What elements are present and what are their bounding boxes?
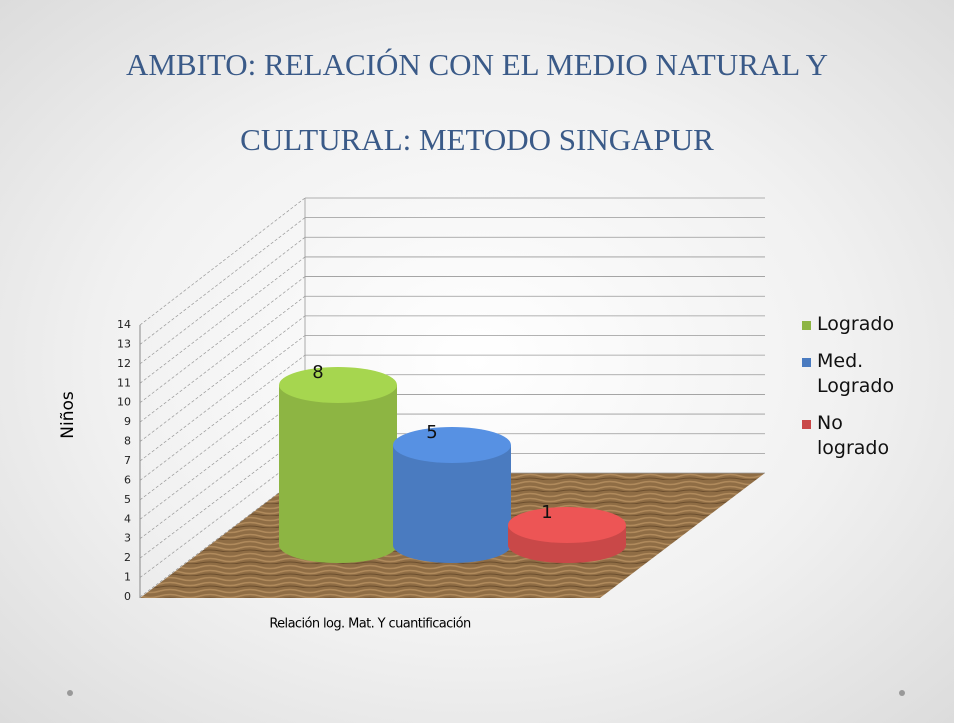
y-tick-label: 14	[117, 318, 131, 331]
legend-label: Logrado	[817, 313, 895, 335]
y-axis-label: Niños	[58, 391, 78, 439]
y-tick-label: 5	[124, 493, 131, 506]
grid-line	[139, 315, 306, 442]
y-tick-label: 1	[124, 571, 131, 584]
y-tick-label: 6	[124, 473, 131, 486]
grid-line	[139, 472, 306, 598]
chart-title: CULTURAL: METODO SINGAPUR	[240, 122, 714, 157]
grid-line	[139, 354, 306, 481]
y-tick-label: 4	[124, 512, 131, 525]
legend-entry: Logrado	[800, 312, 920, 337]
grid-line	[139, 413, 306, 539]
y-tick-label: 7	[124, 454, 131, 467]
cylinder-top	[393, 427, 511, 463]
legend-swatch	[802, 358, 811, 367]
cylinder-shade	[393, 445, 511, 563]
cylinder-shade	[279, 385, 397, 563]
chart-title: AMBITO: RELACIÓN CON EL MEDIO NATURAL Y	[126, 47, 828, 82]
y-tick-label: 2	[124, 551, 131, 564]
legend: Logrado Med. Logrado No logrado	[800, 312, 920, 473]
legend-label: Med. Logrado	[817, 350, 895, 397]
legend-swatch	[802, 321, 811, 330]
cylinder-top	[508, 507, 626, 543]
data-label: 5	[426, 422, 437, 443]
legend-entry: No logrado	[800, 411, 920, 461]
x-tick-label: Relación log. Mat. Y cuantificación	[269, 617, 471, 632]
grid-line	[139, 256, 306, 384]
y-tick-label: 12	[117, 357, 131, 370]
legend-swatch	[802, 420, 811, 429]
dot	[899, 690, 905, 696]
cylinder-top	[279, 367, 397, 403]
data-label: 8	[312, 362, 323, 383]
y-tick-label: 9	[124, 415, 131, 428]
legend-label: No logrado	[817, 412, 890, 459]
grid-line	[139, 335, 306, 462]
y-tick-label: 3	[124, 532, 131, 545]
y-tick-label: 11	[117, 376, 131, 389]
grid-line	[139, 374, 306, 501]
data-label: 1	[541, 502, 552, 523]
y-tick-label: 0	[124, 590, 131, 603]
grid-line	[139, 453, 306, 578]
grid-line	[139, 197, 306, 326]
y-tick-label: 10	[117, 396, 131, 409]
legend-entry: Med. Logrado	[800, 349, 920, 399]
y-tick-label: 8	[124, 435, 131, 448]
grid-line	[139, 295, 306, 423]
grid-line	[139, 217, 306, 345]
grid-line	[139, 394, 306, 520]
grid-line	[139, 433, 306, 559]
y-tick-label: 13	[117, 337, 131, 350]
dot	[67, 690, 73, 696]
grid-line	[139, 237, 306, 365]
